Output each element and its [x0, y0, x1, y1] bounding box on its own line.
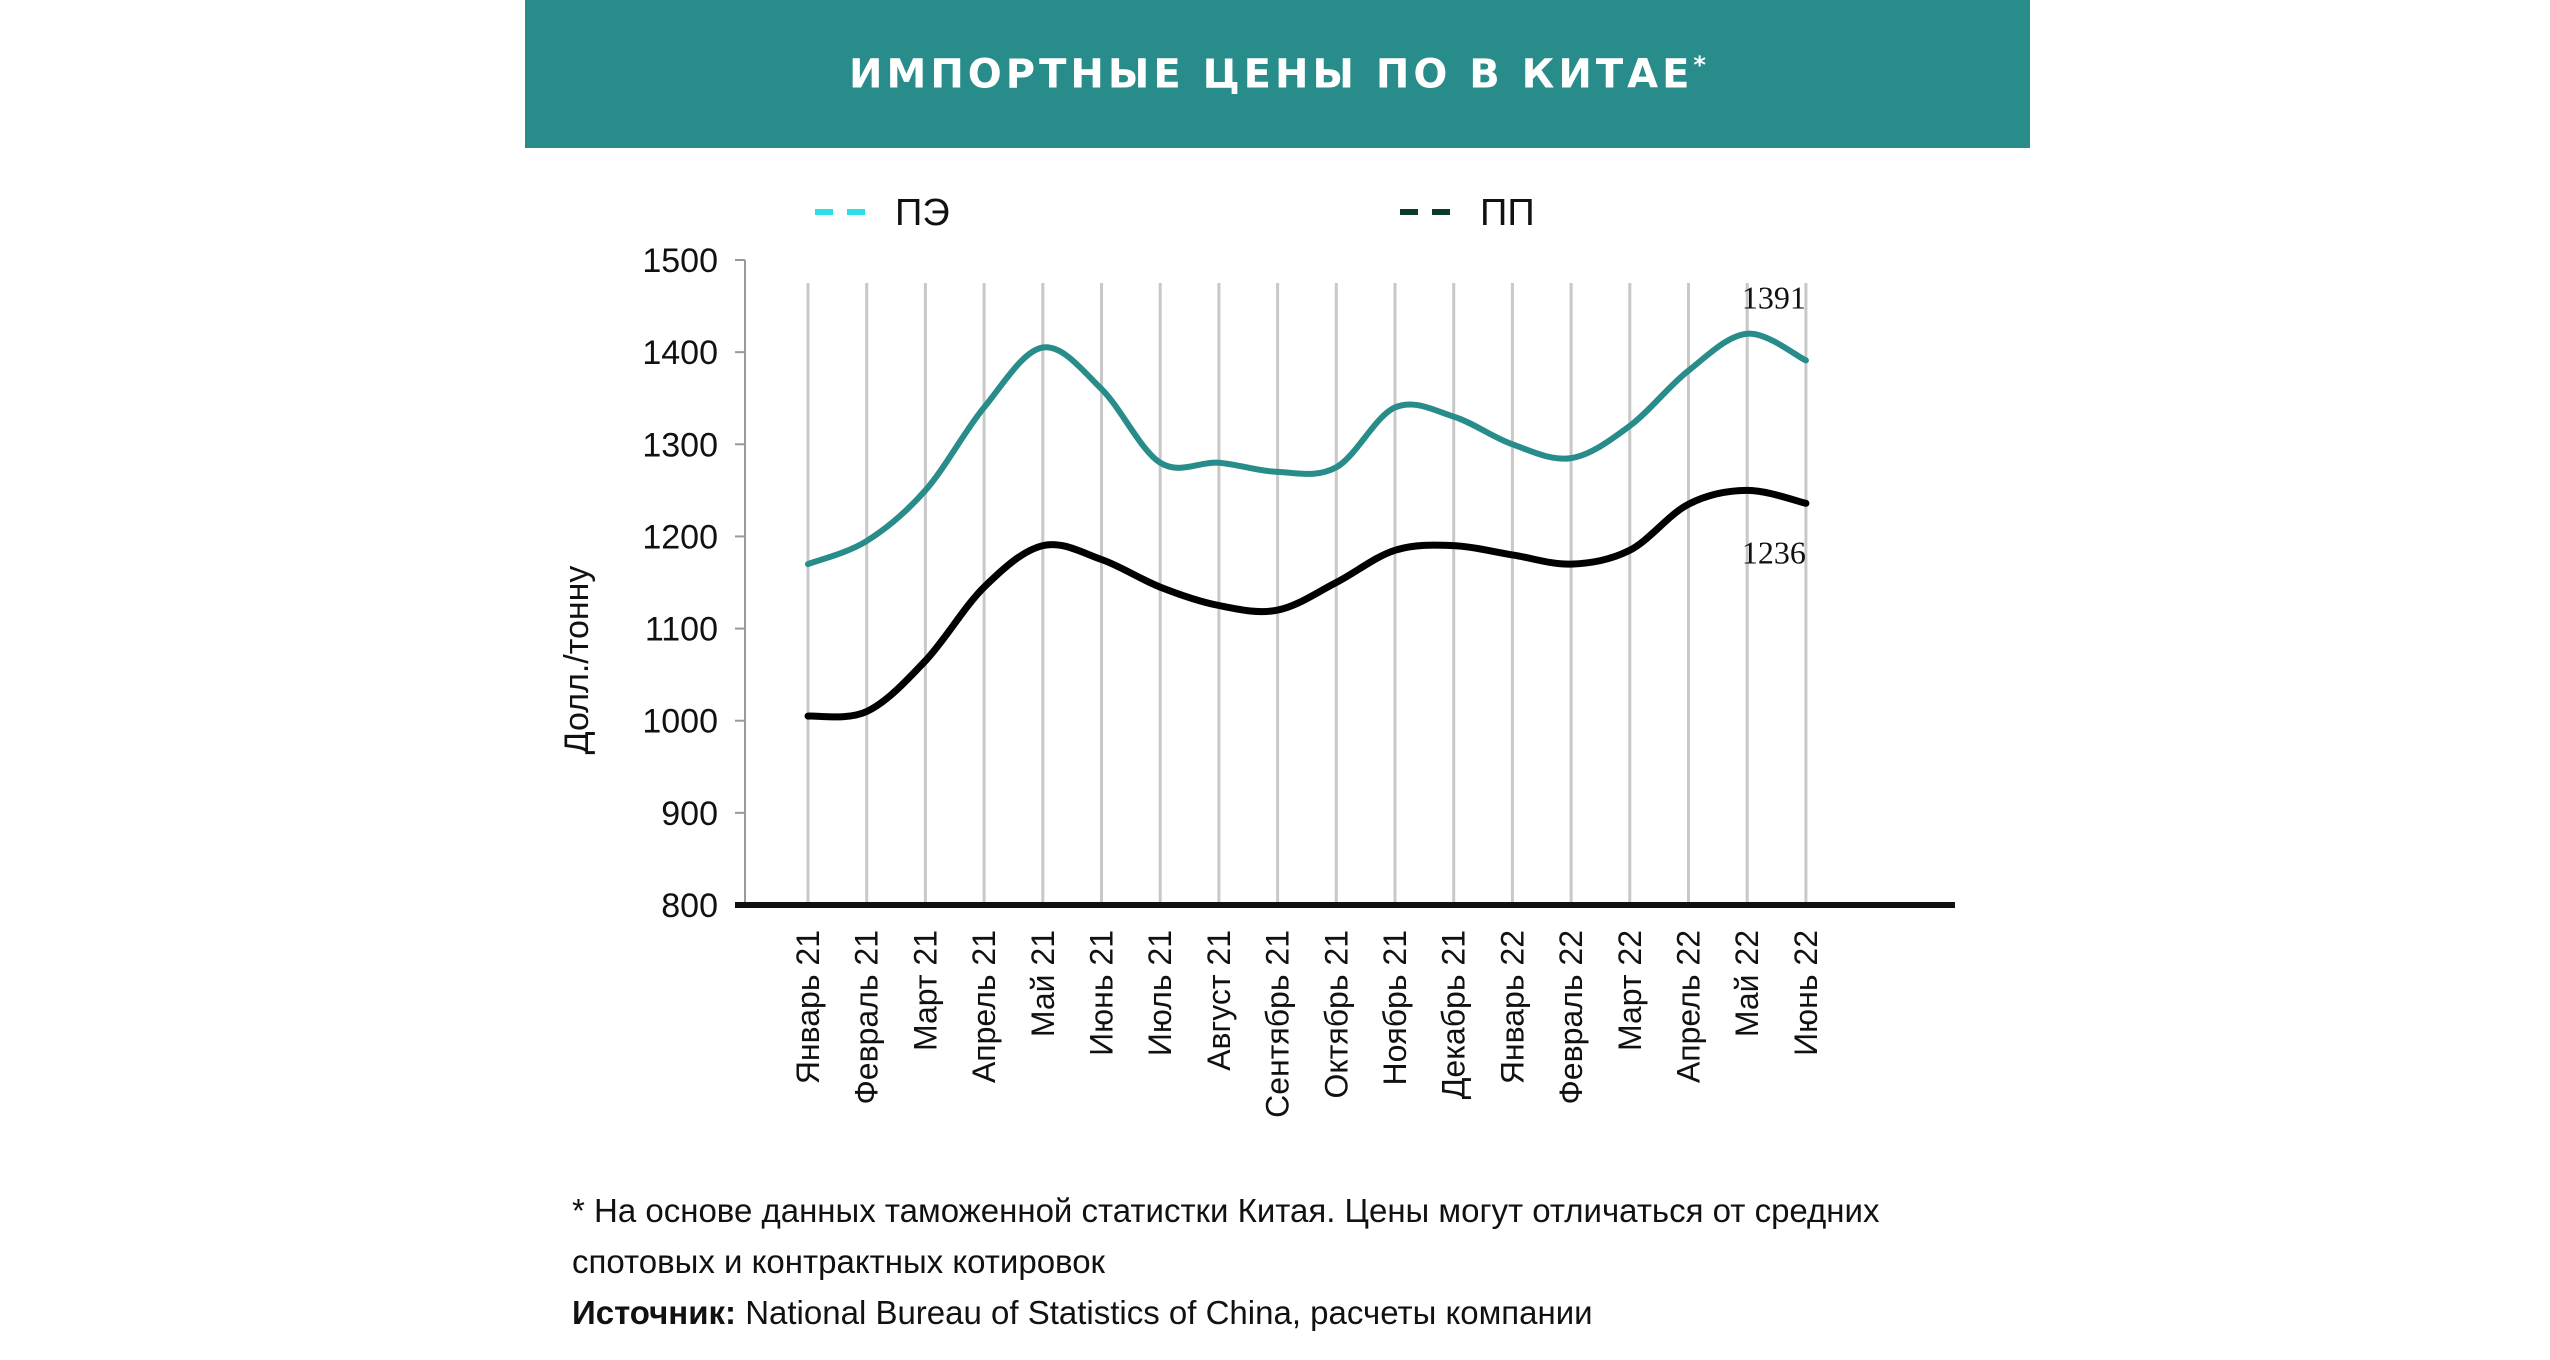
- y-tick-label: 1200: [642, 518, 718, 556]
- x-tick-label: Январь 21: [790, 930, 826, 1084]
- x-tick-label: Декабрь 21: [1436, 930, 1472, 1099]
- y-axis-label: Долл./тонну: [558, 566, 596, 755]
- x-tick-label: Октябрь 21: [1318, 930, 1354, 1099]
- x-tick-label: Май 22: [1729, 930, 1765, 1037]
- y-tick-label: 1000: [642, 703, 718, 741]
- chart-title: ИМПОРТНЫЕ ЦЕНЫ ПО В КИТАЕ*: [849, 51, 1706, 97]
- series-line-pe: [805, 330, 1809, 568]
- x-tick-labels: Январь 21 Февраль 21 Март 21 Апрель 21 Май 2…: [790, 930, 1824, 1118]
- x-tick-label: Апрель 21: [966, 930, 1002, 1083]
- source-text: National Bureau of Statistics of China, …: [736, 1294, 1593, 1331]
- data-labels: 1391 1236: [1742, 279, 1806, 570]
- x-tick-label: Май 21: [1025, 930, 1061, 1037]
- x-tick-label: Сентябрь 21: [1260, 930, 1296, 1118]
- footnote-note: * На основе данных таможенной статистки …: [572, 1192, 1880, 1280]
- series-lines: [804, 330, 1810, 721]
- data-label: 1236: [1742, 534, 1806, 570]
- y-tick-label: 1500: [642, 242, 718, 280]
- x-tick-label: Июль 21: [1142, 930, 1178, 1056]
- x-tick-label: Февраль 22: [1553, 930, 1589, 1105]
- vertical-gridlines: [806, 283, 1808, 905]
- footnote-source: Источник: National Bureau of Statistics …: [572, 1287, 2002, 1338]
- x-tick-label: Март 21: [907, 930, 943, 1051]
- chart-header: ИМПОРТНЫЕ ЦЕНЫ ПО В КИТАЕ*: [525, 0, 2030, 148]
- x-tick-label: Апрель 22: [1671, 930, 1707, 1083]
- y-tick-labels: 800 900 1000 1100 1200 1300 1400 1500: [642, 242, 718, 925]
- x-tick-label: Февраль 21: [849, 930, 885, 1105]
- data-label: 1391: [1742, 279, 1806, 315]
- chart-legend: ПЭ ПП: [815, 192, 1535, 234]
- x-tick-label: Ноябрь 21: [1377, 930, 1413, 1086]
- y-tick-label: 800: [661, 887, 718, 925]
- x-tick-label: Август 21: [1201, 930, 1237, 1071]
- series-line-pp: [804, 486, 1810, 721]
- x-tick-label: Июнь 21: [1084, 930, 1120, 1056]
- chart-title-text: ИМПОРТНЫЕ ЦЕНЫ ПО В КИТАЕ: [849, 51, 1694, 98]
- x-tick-label: Январь 22: [1494, 930, 1530, 1084]
- chart-title-mark: *: [1693, 50, 1706, 79]
- y-tick-label: 900: [661, 795, 718, 833]
- x-tick-label: Март 22: [1612, 930, 1648, 1051]
- chart-axes: [735, 259, 1955, 908]
- legend-label: ПЭ: [895, 192, 950, 234]
- footnote: * На основе данных таможенной статистки …: [572, 1185, 2002, 1338]
- y-tick-label: 1100: [645, 611, 718, 649]
- source-label: Источник:: [572, 1294, 737, 1331]
- line-chart: 800 900 1000 1100 1200 1300 1400 1500 Январь 21…: [558, 192, 1955, 1118]
- y-tick-label: 1300: [642, 426, 718, 464]
- x-tick-label: Июнь 22: [1788, 930, 1824, 1056]
- y-tick-label: 1400: [642, 334, 718, 372]
- legend-label: ПП: [1480, 192, 1535, 234]
